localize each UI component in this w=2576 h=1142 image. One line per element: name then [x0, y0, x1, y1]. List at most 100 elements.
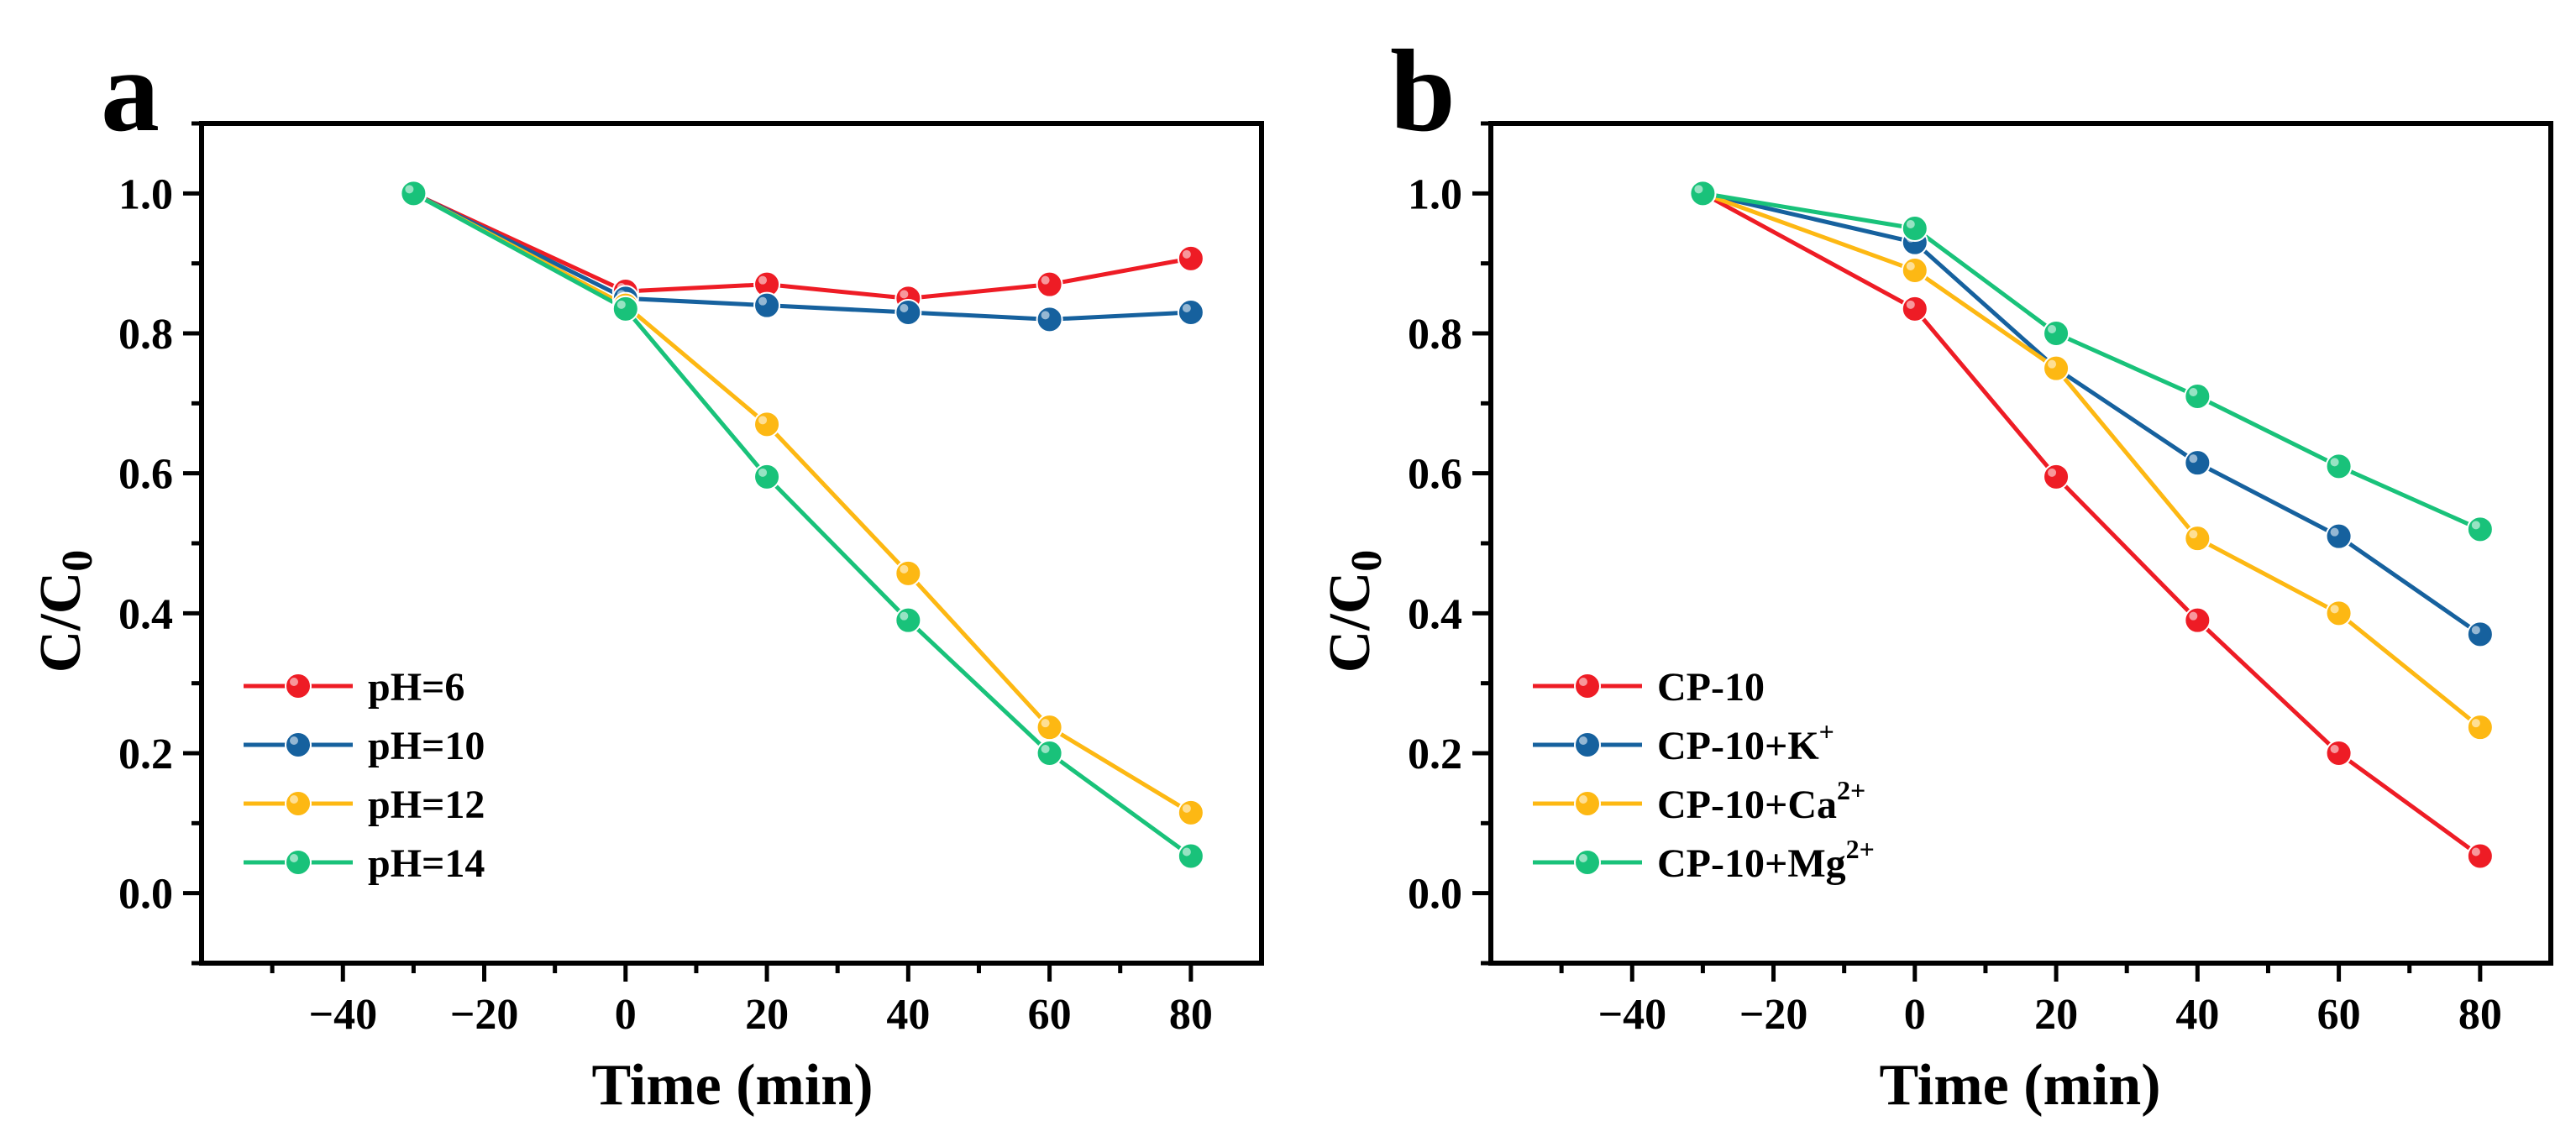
plot-frame-b [1488, 121, 2553, 966]
series-line [1702, 191, 2482, 636]
data-point [1901, 295, 1928, 322]
data-point [2325, 522, 2353, 550]
data-point [895, 559, 922, 587]
legend-marker [1574, 673, 1601, 699]
data-point-highlight [2189, 530, 2198, 539]
data-point-highlight [2330, 745, 2339, 753]
series-line [1702, 191, 2482, 858]
y-tick-label: 1.0 [1408, 170, 1462, 218]
legend-marker-highlight [290, 854, 298, 862]
legend-marker-highlight [1579, 736, 1587, 745]
legend-marker [285, 731, 312, 758]
x-tick-label: −20 [450, 991, 519, 1039]
data-point [1901, 257, 1928, 284]
data-point-highlight [2189, 388, 2198, 396]
series-line [412, 191, 1191, 322]
data-point-highlight [2048, 468, 2057, 477]
legend-label: pH=12 [368, 783, 485, 827]
y-tick-label: 0.0 [118, 871, 173, 919]
series-layer-b [1689, 180, 2494, 870]
data-point [895, 299, 922, 326]
legend-label: CP-10+K+ [1657, 716, 1834, 768]
data-point-highlight [1906, 220, 1915, 228]
data-point-highlight [2471, 626, 2480, 635]
data-point [2466, 516, 2494, 543]
data-point [1901, 215, 1928, 242]
panel-letter-a: a [101, 26, 160, 156]
legend-label: CP-10+Ca2+ [1657, 775, 1865, 827]
y-tick-label: 0.4 [118, 590, 173, 638]
x-tick-label: 20 [745, 991, 789, 1039]
y-tick-label: 0.2 [118, 731, 173, 778]
data-point [2184, 383, 2211, 410]
data-point-highlight [758, 296, 768, 306]
data-point [2325, 740, 2353, 767]
legend-marker [1574, 731, 1601, 758]
y-axis-title-main: C/C [29, 572, 93, 673]
data-point [753, 291, 781, 319]
data-point [2043, 354, 2070, 382]
panel-a: a C/C0 Time (min) −40 −20 0 20 40 60 800.00.20… [29, 26, 1264, 1118]
data-point [2466, 842, 2494, 870]
x-tick-label: 80 [2458, 991, 2502, 1039]
x-tick-label: 40 [2175, 991, 2219, 1039]
x-tick-label: 20 [2034, 991, 2078, 1039]
y-tick-label: 0.2 [1408, 731, 1462, 778]
data-point-highlight [2048, 359, 2057, 369]
ticks-b: −40 −20 0 20 40 60 80 0.0 0.2 0.4 0.6 0.8 1.0 [1408, 121, 2502, 1039]
x-tick-label: 80 [1169, 991, 1213, 1039]
legend-marker-highlight [1579, 795, 1587, 804]
legend-marker-highlight [290, 795, 298, 804]
data-point-highlight [900, 290, 909, 299]
legend-b: CP-10 CP-10+K+ CP-10+Ca2+ CP-10+Mg2+ [1533, 665, 1875, 886]
data-point [753, 411, 781, 438]
x-tick-label: 0 [1904, 991, 1926, 1039]
series-line [412, 191, 1192, 301]
legend-marker-highlight [290, 736, 298, 745]
data-point-highlight [1694, 185, 1703, 194]
data-point-highlight [1182, 249, 1191, 259]
x-tick-label: 60 [1028, 991, 1072, 1039]
data-point [611, 295, 639, 322]
data-point-highlight [1041, 311, 1050, 320]
y-tick-label: 1.0 [118, 170, 173, 218]
data-point-highlight [2330, 527, 2339, 537]
legend-marker [285, 849, 312, 876]
data-point-highlight [1182, 847, 1191, 856]
series-line [412, 191, 1193, 858]
data-point-highlight [900, 304, 909, 312]
legend-marker-highlight [1579, 678, 1587, 686]
data-point-highlight [900, 564, 909, 574]
series-layer-a [400, 180, 1204, 870]
x-tick-label: −40 [308, 991, 377, 1039]
legend-label: pH=14 [368, 841, 485, 886]
series-line [1702, 191, 2482, 730]
data-point [1036, 740, 1063, 767]
data-point-highlight [2048, 325, 2057, 333]
x-tick-label: 60 [2317, 991, 2361, 1039]
data-point-highlight [1906, 300, 1915, 309]
x-tick-label: −20 [1739, 991, 1808, 1039]
legend-label: pH=10 [368, 724, 485, 768]
data-point-highlight [900, 611, 909, 621]
data-point-highlight [1041, 719, 1050, 728]
x-tick-label: 40 [886, 991, 930, 1039]
data-point-highlight [758, 416, 768, 425]
data-point-highlight [616, 300, 626, 309]
y-tick-label: 0.0 [1408, 871, 1462, 919]
legend-label: CP-10 [1657, 665, 1765, 710]
data-point [2184, 606, 2211, 634]
legend-marker [285, 790, 312, 817]
data-point [2466, 714, 2494, 741]
data-point-highlight [2330, 458, 2339, 467]
series-line [1702, 191, 2481, 532]
data-point-highlight [758, 468, 768, 477]
data-point [1036, 714, 1063, 741]
data-point [1036, 270, 1063, 298]
legend-marker-highlight [1579, 854, 1587, 862]
x-axis-title-b: Time (min) [1879, 1053, 2160, 1118]
data-point-highlight [2189, 454, 2198, 464]
data-point [1689, 180, 1717, 207]
data-point [895, 606, 922, 634]
